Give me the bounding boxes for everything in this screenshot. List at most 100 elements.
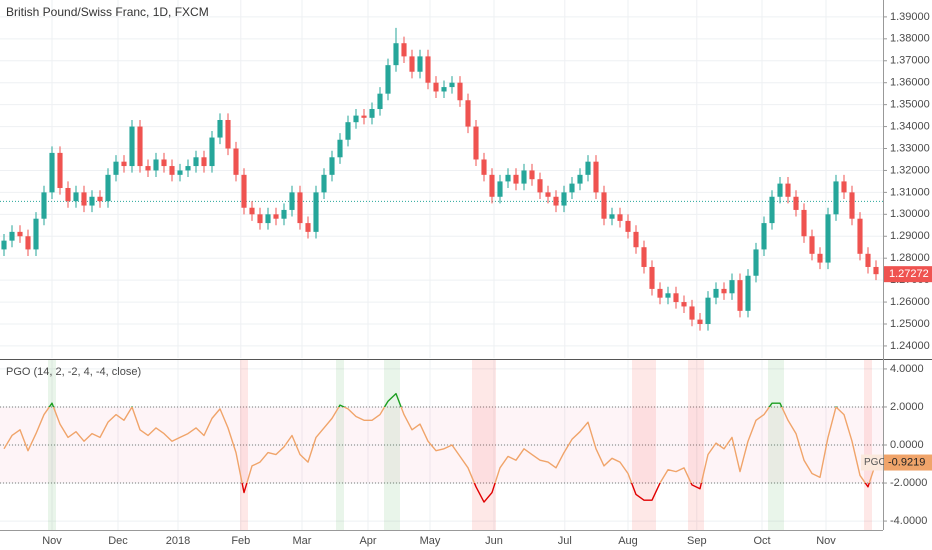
candle-body (145, 166, 151, 171)
candle-body (209, 137, 215, 167)
oversold-highlight (864, 360, 872, 530)
price-badge (884, 266, 932, 283)
candle-body (569, 183, 575, 193)
candle-body (665, 293, 671, 298)
x-tick-label: May (420, 535, 441, 547)
candle-body (817, 253, 823, 263)
candle-body (313, 192, 319, 232)
candle-body (265, 214, 271, 224)
x-tick-label: Sep (687, 535, 707, 547)
candle-body (633, 231, 639, 248)
candle-body (681, 302, 687, 307)
y-tick-label: 1.25000 (890, 318, 930, 330)
candle-body (857, 218, 863, 254)
indicator-line (3, 392, 877, 503)
candle-body (777, 183, 783, 197)
candle-body (809, 236, 815, 254)
candle-body (577, 174, 583, 184)
candle-body (849, 192, 855, 219)
candle-body (425, 56, 431, 83)
x-tick-label: Nov (42, 535, 62, 547)
candle-body (521, 170, 527, 184)
y-tick-label: 0.0000 (890, 439, 924, 451)
y-tick-label: 2.0000 (890, 401, 924, 413)
candle-body (161, 159, 167, 167)
x-tick-label: Aug (618, 535, 638, 547)
candle-body (153, 159, 159, 171)
candle-body (97, 196, 103, 202)
candle-body (617, 214, 623, 221)
oversold-highlight (240, 360, 248, 530)
candle-body (513, 174, 519, 184)
candle-body (105, 174, 111, 202)
candle-body (473, 126, 479, 160)
x-tick-label: Oct (753, 535, 770, 547)
candle-body (177, 170, 183, 175)
candle-body (193, 157, 199, 167)
candle-body (369, 109, 375, 118)
candle-body (489, 174, 495, 197)
candle-body (65, 187, 71, 202)
chart-title: British Pound/Swiss Franc, 1D, FXCM (6, 5, 209, 19)
candle-body (657, 288, 663, 298)
oversold-highlight (648, 360, 656, 530)
overbought-highlight (776, 360, 784, 530)
candle-body (697, 319, 703, 324)
candle-body (417, 56, 423, 72)
candle-body (217, 119, 223, 138)
candle-body (537, 179, 543, 193)
candle-body (289, 192, 295, 210)
overbought-highlight (392, 360, 400, 530)
candle-body (505, 174, 511, 182)
y-tick-label: -4.0000 (890, 515, 927, 527)
candle-body (281, 209, 287, 219)
oversold-highlight (488, 360, 496, 530)
candle-body (353, 115, 359, 123)
x-tick-label: Feb (231, 535, 250, 547)
candle-body (321, 174, 327, 193)
x-tick-label: Jun (485, 535, 503, 547)
indicator-value-label: -0.9219 (888, 456, 925, 468)
y-tick-label: 1.32000 (890, 164, 930, 176)
candle-body (873, 266, 879, 275)
candle-body (233, 148, 239, 175)
oversold-highlight (696, 360, 704, 530)
candle-body (249, 207, 255, 215)
candle-body (329, 157, 335, 175)
y-tick-label: 1.29000 (890, 230, 930, 242)
oversold-highlight (688, 360, 696, 530)
x-tick-label: 2018 (166, 535, 190, 547)
overbought-highlight (48, 360, 56, 530)
candle-body (113, 161, 119, 175)
candle-body (185, 166, 191, 171)
y-tick-label: 1.26000 (890, 296, 930, 308)
candle-body (41, 192, 47, 219)
candle-body (737, 280, 743, 311)
y-tick-label: 1.36000 (890, 77, 930, 89)
candle-body (601, 192, 607, 219)
x-tick-label: Dec (108, 535, 128, 547)
overbought-highlight (768, 360, 776, 530)
candle-body (865, 253, 871, 267)
overbought-highlight (384, 360, 392, 530)
candle-body (401, 43, 407, 57)
x-tick-label: Mar (293, 535, 312, 547)
price-badge-label: 1.27272 (889, 268, 929, 280)
candle-body (825, 214, 831, 263)
candle-body (833, 181, 839, 215)
candle-body (481, 159, 487, 175)
candle-body (33, 218, 39, 250)
candle-body (441, 87, 447, 92)
candle-body (449, 82, 455, 88)
candle-body (593, 161, 599, 193)
candle-body (129, 126, 135, 167)
oversold-highlight (472, 360, 480, 530)
candle-body (585, 161, 591, 175)
candle-body (1, 240, 7, 250)
candle-body (553, 196, 559, 206)
candle-body (121, 161, 127, 167)
indicator-title: PGO (14, 2, -2, 4, -4, close) (6, 366, 141, 378)
candle-body (201, 157, 207, 167)
candle-body (465, 100, 471, 127)
